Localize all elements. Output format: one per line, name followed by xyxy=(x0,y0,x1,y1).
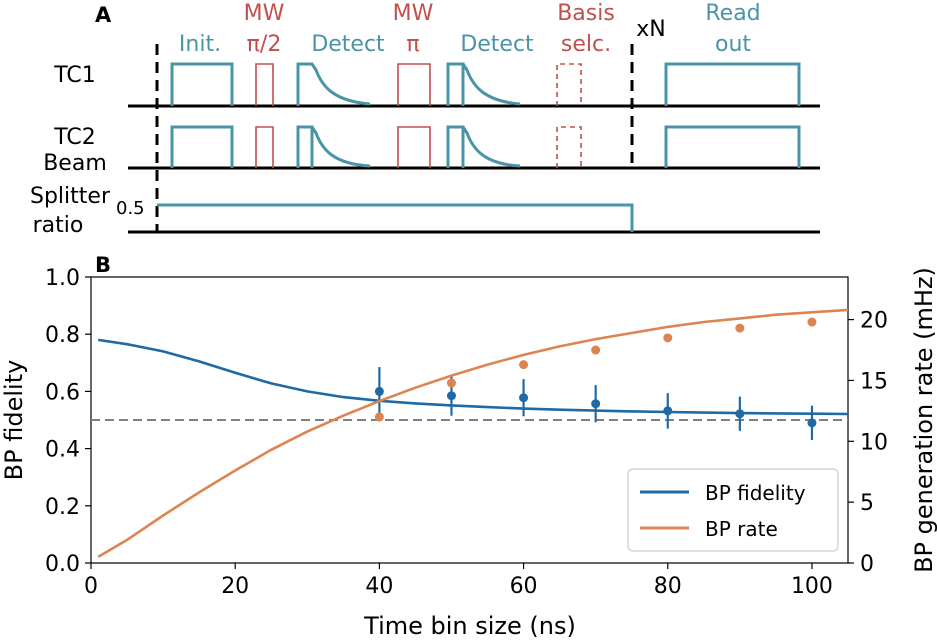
rate-data-point xyxy=(807,317,817,327)
fidelity-data-point xyxy=(591,399,601,409)
tc2-pulse-train xyxy=(128,125,820,170)
y-left-tick-label: 0.4 xyxy=(45,438,80,463)
fidelity-data-point xyxy=(663,406,673,416)
y-axis-left-label: BP fidelity xyxy=(0,360,28,481)
row-label-tc1: TC1 xyxy=(53,63,96,88)
legend-entry-fidelity: BP fidelity xyxy=(705,481,806,505)
tc1-detect2-pulse xyxy=(446,62,521,106)
stage-label-out: out xyxy=(715,32,751,57)
y-right-tick-label: 10 xyxy=(860,430,888,455)
stage-label-init: Init. xyxy=(179,32,221,57)
tc2-mw-pi2-pulse xyxy=(255,126,274,168)
fidelity-data-point xyxy=(446,391,456,401)
panel-b: B 0 20 40 60 80 100 0.0 0.2 0.4 0.6 0.8 1.0 0 5 10 15 20… xyxy=(0,253,937,640)
tc1-detect1-pulse xyxy=(296,62,371,106)
x-tick-label: 60 xyxy=(510,574,538,599)
tc1-init-pulse xyxy=(170,62,234,106)
tc2-readout-pulse xyxy=(664,125,801,168)
panel-a-label: A xyxy=(95,3,112,27)
rate-fit-line xyxy=(97,308,849,559)
stage-label-mw1: MW xyxy=(244,1,285,26)
tc2-detect2-pulse xyxy=(446,125,521,168)
panel-b-label: B xyxy=(95,253,111,277)
stage-label-detect1: Detect xyxy=(311,32,385,57)
x-tick-label: 80 xyxy=(654,574,682,599)
row-label-ratio: ratio xyxy=(33,213,84,238)
rate-data-point xyxy=(519,360,529,370)
y-axis-right-label: BP generation rate (mHz) xyxy=(910,267,937,573)
stage-label-detect2: Detect xyxy=(460,32,534,57)
stage-label-mw2-angle: π xyxy=(406,32,419,57)
y-left-tick-label: 1.0 xyxy=(45,266,80,291)
chart-layer: 0 20 40 60 80 100 0.0 0.2 0.4 0.6 0.8 1.0 0 5 10 15 20 xyxy=(45,266,888,599)
rate-data-point xyxy=(446,378,456,388)
legend-box xyxy=(627,468,839,552)
x-tick-label: 20 xyxy=(221,574,249,599)
panel-a: A TC1 TC2 Beam Splitter ratio 0.5 Init. … xyxy=(30,1,820,238)
y-right-tick-label: 5 xyxy=(860,491,874,516)
y-right-tick-label: 0 xyxy=(860,552,874,577)
tc2-basis-pulse xyxy=(556,126,582,168)
splitter-level xyxy=(157,203,634,232)
rate-data-point xyxy=(374,412,384,422)
tc2-init-pulse xyxy=(170,125,234,168)
rate-data-point xyxy=(735,323,745,333)
fidelity-data-point xyxy=(735,409,745,419)
y-right-tick-label: 15 xyxy=(860,369,888,394)
fidelity-data-point xyxy=(807,418,817,428)
rate-data-point xyxy=(663,333,673,343)
y-left-tick-label: 0.8 xyxy=(45,323,80,348)
row-label-splitter: Splitter xyxy=(30,184,111,209)
tc1-mw-pi-pulse xyxy=(397,63,431,106)
tc1-mw-pi2-pulse xyxy=(255,63,274,106)
x-axis-label: Time bin size (ns) xyxy=(363,612,576,640)
tc2-detect1-pulse xyxy=(296,125,371,168)
legend-entry-rate: BP rate xyxy=(705,517,778,541)
rate-data-point xyxy=(591,345,601,355)
stage-label-read: Read xyxy=(705,1,760,26)
splitter-ratio-trace xyxy=(128,203,820,234)
row-label-tc2: TC2 xyxy=(53,125,96,150)
y-left-tick-label: 0.0 xyxy=(45,552,80,577)
tc2-mw-pi-pulse xyxy=(397,126,431,168)
x-tick-label: 100 xyxy=(791,574,833,599)
stage-label-selc: selc. xyxy=(561,32,611,57)
stage-label-mw2: MW xyxy=(393,1,434,26)
y-left-tick-label: 0.2 xyxy=(45,495,80,520)
fidelity-fit-line xyxy=(98,338,849,416)
stage-label-mw1-angle: π/2 xyxy=(247,32,282,57)
tc1-basis-pulse xyxy=(556,63,582,106)
row-label-beam: Beam xyxy=(43,151,107,176)
x-tick-label: 0 xyxy=(84,574,98,599)
tc1-pulse-train xyxy=(128,62,820,108)
legend: BP fidelity BP rate xyxy=(627,468,839,552)
y-right-tick-label: 20 xyxy=(860,309,888,334)
fidelity-data-point xyxy=(519,393,529,403)
x-tick-label: 40 xyxy=(365,574,393,599)
splitter-value-label: 0.5 xyxy=(116,198,145,219)
fidelity-data-point xyxy=(374,386,384,396)
repeat-label: xN xyxy=(636,17,665,42)
stage-label-basis: Basis xyxy=(557,1,615,26)
y-left-tick-label: 0.6 xyxy=(45,380,80,405)
tc1-readout-pulse xyxy=(664,62,801,106)
